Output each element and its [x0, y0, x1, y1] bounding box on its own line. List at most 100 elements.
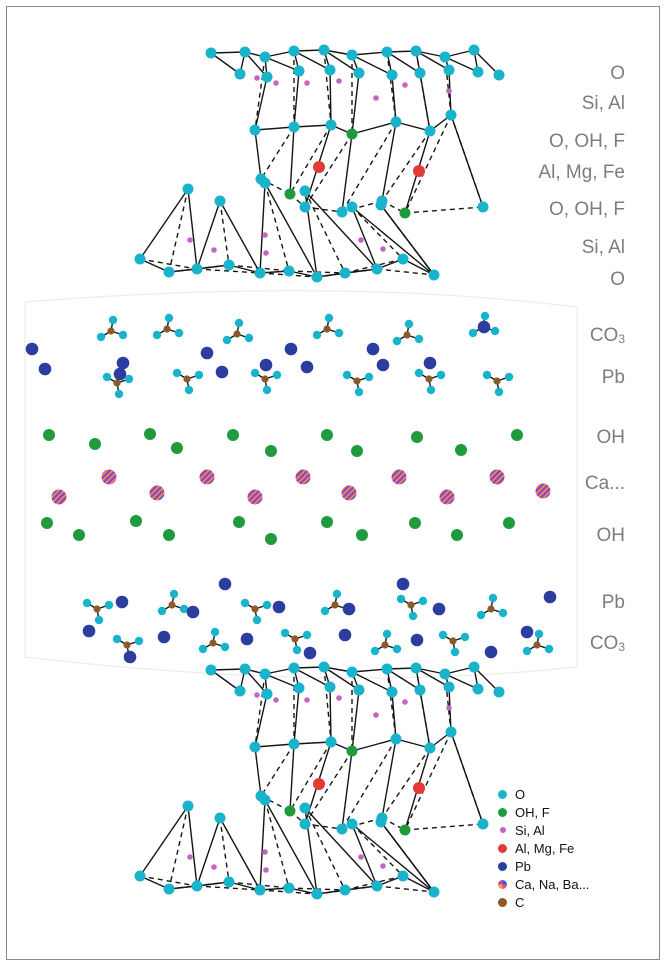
oxygen-atom	[353, 67, 365, 79]
silicon-atom	[254, 75, 260, 81]
bond-line	[168, 805, 189, 890]
oxygen-atom	[299, 818, 311, 830]
oxygen-atom	[346, 49, 358, 61]
oxygen-atom	[163, 266, 175, 278]
bond-line	[196, 200, 221, 270]
oxygen-atom	[404, 319, 414, 329]
oxygen-atom	[249, 124, 261, 136]
oxygen-atom	[339, 884, 351, 896]
oxygen-atom	[332, 589, 342, 599]
silicon-atom	[336, 78, 342, 84]
hydroxyl-atom	[356, 529, 368, 541]
bond-line	[450, 731, 484, 825]
oxygen-atom	[426, 385, 436, 395]
oxygen-atom	[436, 370, 446, 380]
legend-label: Ca, Na, Ba...	[515, 876, 590, 892]
oxygen-atom	[370, 646, 380, 656]
oxygen-atom	[169, 589, 179, 599]
carbon-atom	[353, 377, 361, 385]
bond-line	[264, 182, 318, 278]
oxygen-atom	[493, 686, 505, 698]
oxygen-atom	[312, 330, 322, 340]
oxygen-atom	[428, 269, 440, 281]
lead-atom	[259, 358, 273, 372]
lead-atom	[186, 605, 200, 619]
legend-item-si-al: Si, Al	[498, 821, 589, 839]
bond-line	[444, 673, 479, 690]
lead-atom	[113, 367, 127, 381]
bond-line	[415, 50, 450, 71]
label-ca: Ca...	[584, 473, 625, 494]
bond-line	[254, 743, 295, 748]
oxygen-atom	[254, 267, 266, 279]
bond-line	[404, 114, 452, 214]
oxygen-atom	[534, 629, 544, 639]
oxygen-atom	[205, 47, 217, 59]
legend-item-oh-f: OH, F	[498, 803, 589, 821]
silicon-atom	[358, 854, 364, 860]
label-si-al-top: Si, Al	[581, 93, 625, 114]
oxygen-atom	[244, 333, 254, 343]
oxygen-atom	[386, 69, 398, 81]
bond-line	[351, 206, 404, 260]
bond-line	[402, 258, 435, 276]
bond-line	[219, 200, 261, 274]
bond-line	[264, 799, 290, 889]
carbon-atom	[493, 377, 501, 385]
oxygen-atom	[288, 662, 300, 674]
oxygen-atom	[223, 259, 235, 271]
oxygen-atom	[112, 634, 122, 644]
bond-line	[254, 693, 268, 748]
aluminium-atom	[413, 165, 425, 177]
carbon-atom	[163, 325, 171, 333]
carbon-atom	[93, 605, 101, 613]
oxygen-atom	[408, 611, 418, 621]
oxygen-atom	[259, 794, 271, 806]
bond-line	[415, 50, 431, 132]
oxygen-atom	[488, 593, 498, 603]
oxygen-atom	[397, 253, 409, 265]
oxygen-atom	[544, 644, 554, 654]
bond-line	[304, 807, 378, 887]
lead-atom	[116, 356, 130, 370]
co3-2-base: CO	[589, 633, 619, 654]
upper-silicate-sheet	[134, 44, 505, 283]
oxygen-atom	[82, 598, 92, 608]
hydroxyl-atom	[451, 529, 463, 541]
co3-1-sub: 3	[618, 332, 625, 346]
bond-line	[259, 182, 266, 274]
oxygen-atom	[482, 370, 492, 380]
bond-line	[351, 823, 435, 893]
silicon-atom	[402, 82, 408, 88]
label-co3-2: CO3	[590, 633, 625, 655]
bond-line	[473, 49, 500, 76]
carbon-atom	[331, 601, 339, 609]
legend-label: Pb	[515, 858, 531, 874]
carbon-atom	[233, 330, 241, 338]
hydroxyl-atom	[284, 805, 296, 817]
oxygen-atom	[392, 336, 402, 346]
bond-line	[254, 673, 266, 748]
oxygen-atom	[318, 661, 330, 673]
oxygen-atom	[320, 606, 330, 616]
oxygen-atom	[250, 368, 260, 378]
oxygen-atom	[134, 870, 146, 882]
bond-line	[351, 823, 378, 887]
oxygen-atom	[104, 600, 114, 610]
bond-line	[219, 817, 261, 891]
bond-line	[351, 121, 397, 135]
silicon-atom	[373, 95, 379, 101]
oxygen-atom	[134, 636, 144, 646]
hydroxyl-atom	[321, 516, 333, 528]
cation-atom	[247, 489, 263, 505]
oxygen-atom	[157, 606, 167, 616]
silicon-atom	[263, 867, 269, 873]
oxygen-atom	[325, 736, 337, 748]
bond-line	[260, 126, 295, 180]
carbon-atom	[291, 635, 299, 643]
oxygen-atom	[397, 870, 409, 882]
lead-atom	[432, 602, 446, 616]
lead-atom	[300, 360, 314, 374]
legend-item-o: O	[498, 785, 589, 803]
silicon-atom	[187, 237, 193, 243]
